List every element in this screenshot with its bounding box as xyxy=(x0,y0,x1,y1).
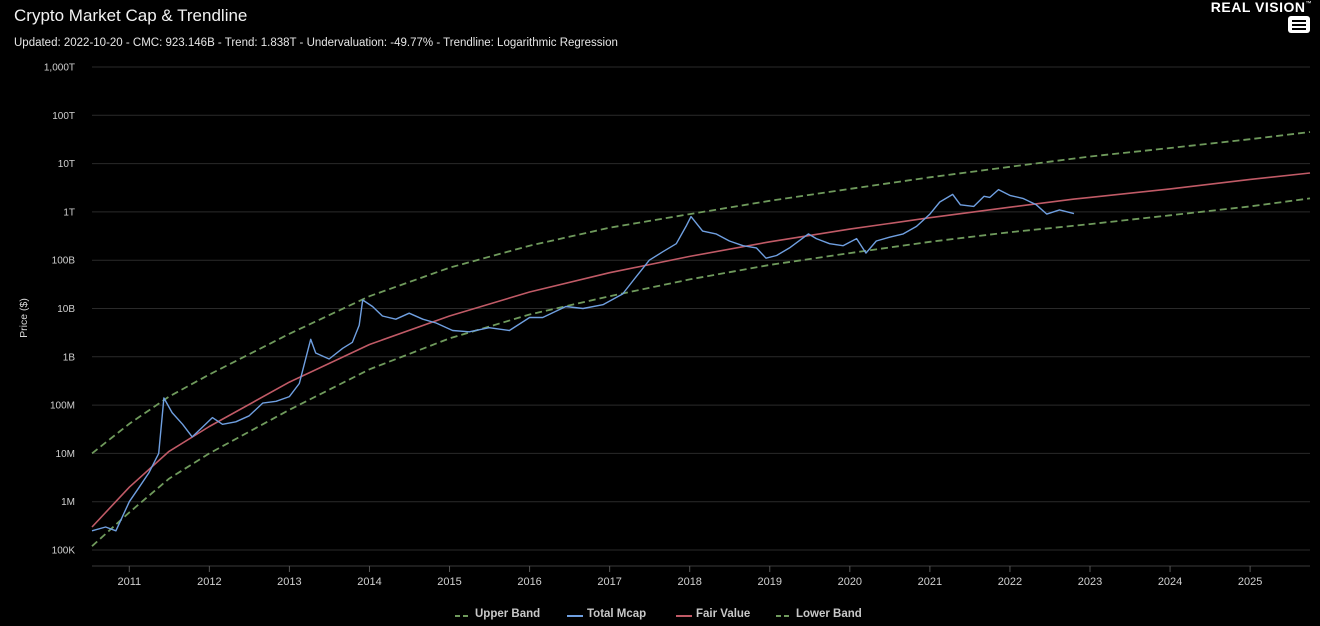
y-tick-label: 1B xyxy=(63,352,76,363)
y-tick-label: 1T xyxy=(63,207,75,218)
brand-logo: REAL VISION™ xyxy=(1211,0,1312,15)
y-tick-label: 1M xyxy=(61,497,75,508)
x-tick-label: 2011 xyxy=(117,576,141,588)
y-tick-label: 1,000T xyxy=(44,63,75,74)
y-tick-label: 10M xyxy=(56,449,75,460)
x-tick-label: 2024 xyxy=(1158,576,1182,588)
legend-swatch-fair-value xyxy=(676,615,692,617)
y-tick-label: 100T xyxy=(52,111,75,122)
legend-label-total-mcap: Total Mcap xyxy=(587,608,647,620)
brand-trademark: ™ xyxy=(1305,1,1312,7)
legend-swatch-total-mcap xyxy=(567,615,583,617)
y-axis: 100K 1M 10M 100M 1B 10B 100B 1T 10T 100T 1,000T xyxy=(44,63,75,557)
x-tick-label: 2023 xyxy=(1078,576,1102,588)
x-tick-label: 2015 xyxy=(437,576,461,588)
legend-label-lower-band: Lower Band xyxy=(796,608,862,620)
legend-label-fair-value: Fair Value xyxy=(696,608,751,620)
chart-canvas: 100K 1M 10M 100M 1B 10B 100B 1T 10T 100T 1,000T 20… xyxy=(18,63,1311,588)
series-line-total-mcap xyxy=(91,188,1075,532)
y-tick-label: 100K xyxy=(52,546,76,557)
hamburger-menu-icon[interactable] xyxy=(1288,16,1310,33)
chart-title: Crypto Market Cap & Trendline xyxy=(14,6,248,25)
x-tick-label: 2019 xyxy=(758,576,782,588)
y-tick-label: 10B xyxy=(57,304,75,315)
x-axis: 2011 2012 2013 2014 2015 2016 2017 2018 2019 2020… xyxy=(117,566,1262,588)
legend-swatch-lower-band xyxy=(776,615,792,617)
legend-swatch-upper-band xyxy=(455,615,471,617)
x-tick-label: 2021 xyxy=(918,576,942,588)
x-tick-label: 2016 xyxy=(517,576,541,588)
series-line-fair-value xyxy=(91,172,1311,528)
series-group xyxy=(91,131,1311,547)
y-tick-label: 100B xyxy=(52,256,76,267)
x-tick-label: 2022 xyxy=(998,576,1022,588)
chart-subtitle: Updated: 2022-10-20 - CMC: 923.146B - Tr… xyxy=(14,37,618,49)
x-tick-label: 2013 xyxy=(277,576,301,588)
x-tick-label: 2017 xyxy=(597,576,621,588)
y-tick-label: 100M xyxy=(50,401,75,412)
y-tick-label: 10T xyxy=(58,159,75,170)
x-tick-label: 2018 xyxy=(677,576,701,588)
chart-grid xyxy=(92,66,1310,567)
x-tick-label: 2025 xyxy=(1238,576,1262,588)
series-line-lower-band xyxy=(91,197,1311,547)
y-axis-label: Price ($) xyxy=(18,298,30,338)
x-tick-label: 2014 xyxy=(357,576,381,588)
series-line-upper-band xyxy=(91,131,1311,455)
x-tick-label: 2012 xyxy=(197,576,221,588)
legend-label-upper-band: Upper Band xyxy=(475,608,541,620)
x-tick-label: 2020 xyxy=(838,576,862,588)
legend: Upper Band Total Mcap Fair Value Lower B… xyxy=(0,608,1320,624)
brand-name: REAL VISION xyxy=(1210,0,1306,15)
